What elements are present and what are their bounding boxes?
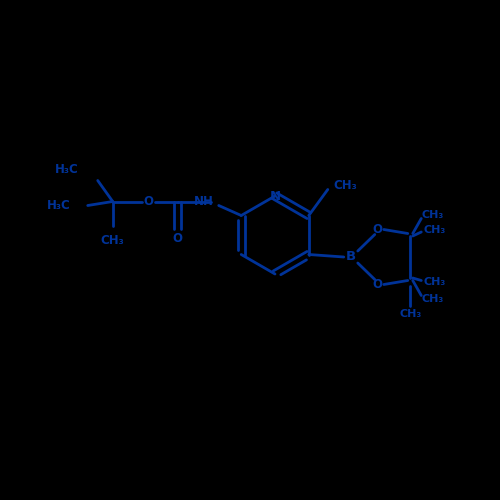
Text: NH: NH — [194, 195, 214, 208]
Text: O: O — [372, 223, 382, 236]
Text: CH₃: CH₃ — [422, 294, 444, 304]
Text: H₃C: H₃C — [47, 199, 70, 212]
Text: N: N — [270, 190, 280, 202]
Text: CH₃: CH₃ — [334, 179, 357, 192]
Text: O: O — [144, 195, 154, 208]
Text: CH₃: CH₃ — [101, 234, 124, 247]
Text: CH₃: CH₃ — [422, 210, 444, 220]
Text: CH₃: CH₃ — [423, 277, 446, 287]
Text: H₃C: H₃C — [55, 163, 78, 176]
Text: O: O — [172, 232, 182, 245]
Text: CH₃: CH₃ — [399, 309, 421, 319]
Text: O: O — [372, 278, 382, 291]
Text: CH₃: CH₃ — [423, 225, 446, 235]
Text: B: B — [346, 250, 356, 264]
